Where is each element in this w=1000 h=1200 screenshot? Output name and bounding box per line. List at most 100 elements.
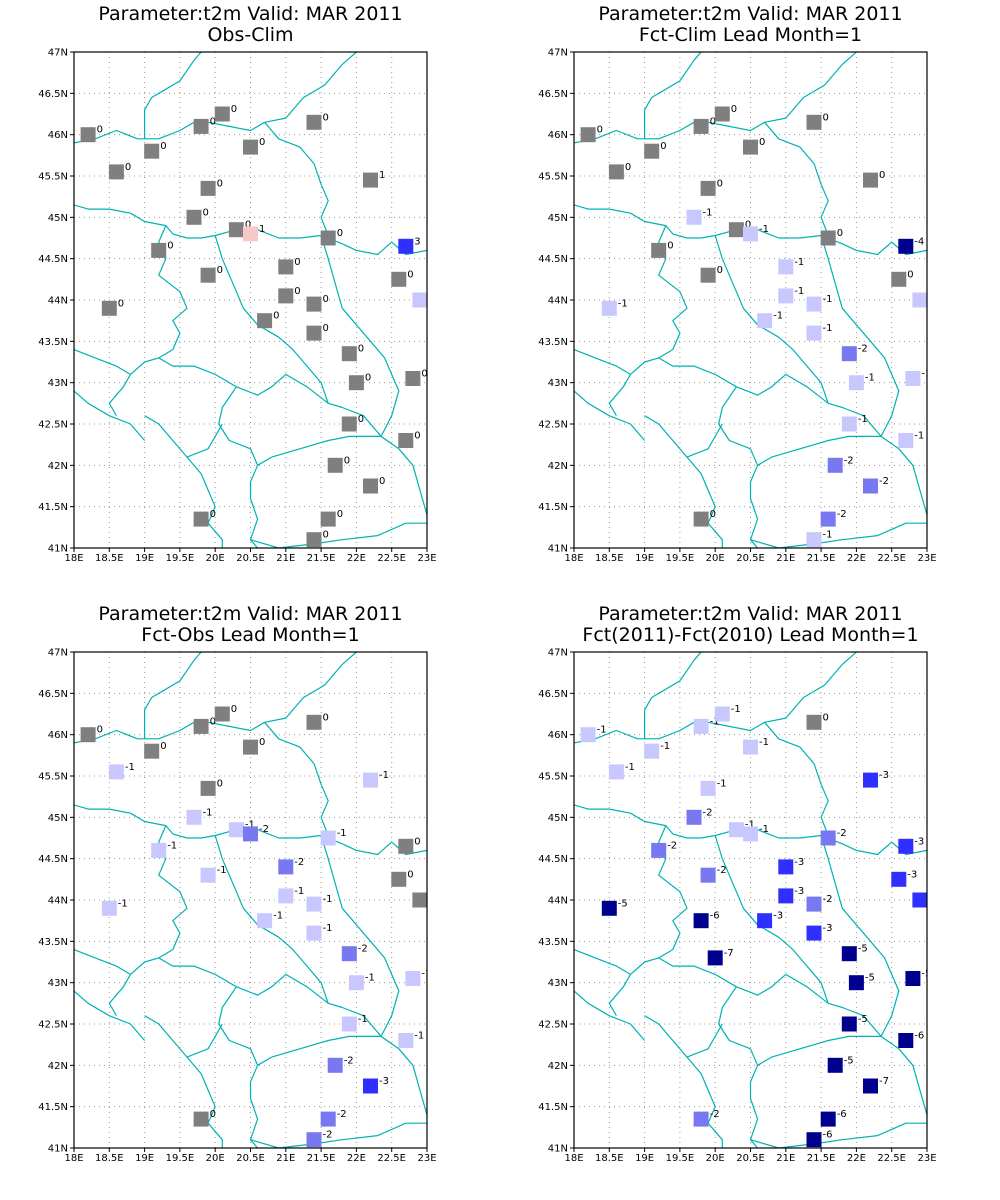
station-marker: -2: [327, 1055, 354, 1073]
station-marker: 0: [108, 162, 131, 180]
station-value: -1: [731, 704, 741, 715]
station-value: -1: [167, 840, 177, 851]
boundary-line: [644, 415, 723, 548]
lat-tick-label: 41.5N: [38, 502, 68, 513]
boundary-line: [144, 52, 202, 139]
station-marker: 0: [806, 712, 829, 730]
boundary-line: [574, 652, 857, 744]
station-marker: 0: [200, 778, 223, 796]
panel-title: Parameter:t2m Valid: MAR 2011: [98, 603, 402, 625]
station-square: [398, 838, 414, 854]
boundary-line: [643, 52, 702, 139]
boundary-line: [218, 386, 382, 466]
station-marker: -1: [363, 770, 389, 788]
lat-tick-label: 47N: [48, 648, 68, 659]
lat-tick-label: 47N: [548, 48, 568, 59]
station-square: [108, 164, 124, 180]
lon-tick-label: 18.5E: [95, 1153, 124, 1164]
boundary-line: [264, 121, 329, 236]
boundary-line: [749, 1065, 759, 1148]
station-value: 0: [217, 778, 223, 789]
station-value: 0: [407, 269, 413, 280]
station-square: [278, 288, 294, 304]
station-value: -1: [118, 898, 128, 909]
station-value: -1: [358, 1014, 368, 1025]
station-marker: -2: [820, 828, 847, 846]
station-value: -1: [618, 298, 628, 309]
station-value: 0: [323, 530, 329, 541]
station-value: 0: [217, 265, 223, 276]
lat-tick-label: 42.5N: [538, 1020, 568, 1031]
station-square: [306, 296, 322, 312]
station-value: 0: [907, 269, 913, 280]
station-marker: 0: [193, 716, 216, 734]
station-marker: 0: [608, 162, 631, 180]
boundary-line: [643, 652, 702, 739]
station-value: -5: [618, 898, 628, 909]
station-square: [601, 900, 617, 916]
station-square: [327, 457, 343, 473]
station-marker: -1: [778, 257, 804, 275]
station-value: 0: [273, 311, 279, 322]
station-value: 0: [294, 286, 300, 297]
boundary-line: [250, 1122, 427, 1148]
station-marker: -1: [186, 807, 212, 825]
station-marker: 0: [278, 257, 301, 275]
boundary-line: [74, 949, 131, 975]
station-square: [778, 259, 794, 275]
station-square: [743, 226, 758, 242]
boundary-line: [144, 1015, 223, 1148]
station-value: -1: [597, 725, 607, 736]
station-value: 0: [160, 141, 166, 152]
lat-tick-label: 42.5N: [38, 1020, 68, 1031]
station-marker: -1: [580, 725, 607, 743]
station-value: -2: [294, 857, 304, 868]
station-square: [778, 859, 794, 875]
lat-tick-label: 44.5N: [38, 854, 68, 865]
lat-tick-label: 42N: [48, 1061, 68, 1072]
station-marker: -5: [848, 973, 875, 991]
station-square: [905, 971, 921, 986]
boundary-line: [158, 957, 382, 1037]
station-value: 0: [358, 414, 364, 425]
station-square: [320, 230, 336, 246]
station-marker: -3: [778, 857, 804, 875]
station-marker: -1: [778, 286, 804, 304]
station-value: -1: [217, 865, 227, 876]
station-value: -1: [703, 207, 713, 218]
station-marker: -2: [651, 840, 677, 858]
station-marker: -5: [601, 898, 628, 916]
lon-tick-label: 20.5E: [736, 1153, 765, 1164]
station-value: 0: [731, 104, 737, 115]
lon-tick-label: 22E: [847, 1153, 866, 1164]
station-marker: 0: [80, 125, 103, 143]
station-square: [743, 826, 758, 842]
station-square: [363, 478, 378, 494]
station-marker: 0: [306, 112, 329, 130]
boundary-line: [74, 652, 357, 744]
station-marker: -1: [898, 431, 924, 448]
station-value: -7: [879, 1076, 889, 1087]
station-value: 0: [365, 373, 371, 384]
station-value: 0: [125, 162, 131, 173]
lon-tick-label: 20E: [706, 553, 725, 564]
station-marker: 0: [644, 141, 667, 159]
station-square: [891, 271, 907, 287]
station-value: 0: [323, 294, 329, 305]
station-value: -5: [858, 944, 868, 955]
station-square: [200, 867, 216, 883]
lon-tick-label: 22.5E: [377, 1153, 406, 1164]
station-square: [820, 511, 836, 527]
station-value: -1: [823, 530, 833, 541]
station-square: [391, 871, 407, 887]
station-marker: 0: [693, 116, 716, 134]
station-marker: -1: [806, 323, 832, 341]
station-square: [101, 900, 117, 916]
lon-tick-label: 19E: [635, 1153, 654, 1164]
station-marker: 0: [80, 725, 103, 743]
station-square: [257, 913, 273, 929]
station-value: 0: [210, 716, 216, 727]
station-marker: 0: [186, 207, 209, 225]
station-marker: 0: [193, 116, 216, 134]
